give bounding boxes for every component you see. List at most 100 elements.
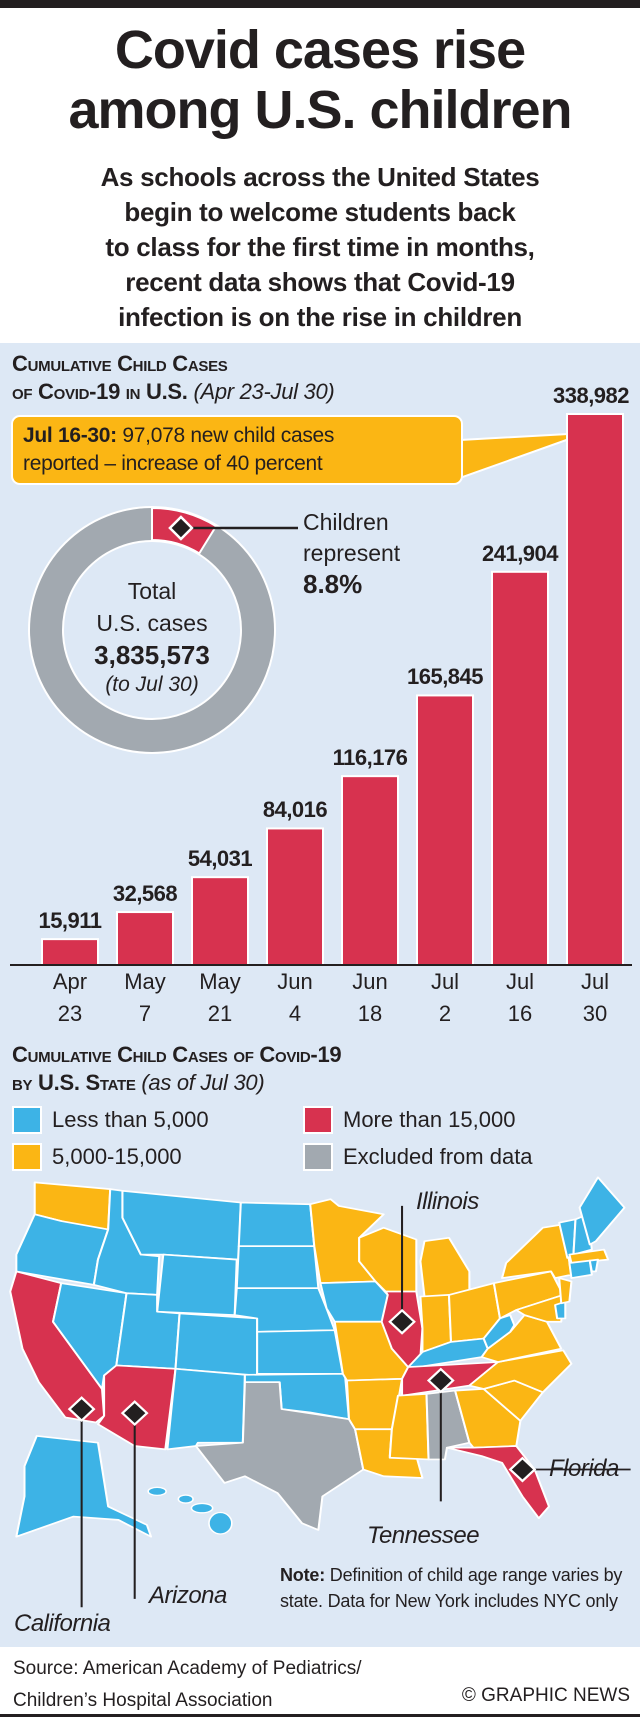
map-note: Note: Definition of child age range vari…: [280, 1562, 640, 1614]
label-california: California: [14, 1610, 111, 1637]
subtitle-line: to class for the first time in months,: [105, 232, 535, 262]
bar-value-label: 84,016: [262, 797, 328, 823]
diamond-marker-icon: [508, 1456, 537, 1483]
state-kansas: [256, 1329, 344, 1375]
diamond-marker-icon: [426, 1367, 455, 1394]
note-bold: Note:: [280, 1565, 325, 1585]
map-title-line: by U.S. State: [12, 1070, 136, 1095]
diamond-marker-icon: [120, 1400, 149, 1427]
bar-value-label: 338,982: [552, 383, 630, 408]
bar: [491, 570, 549, 966]
map-date: (as of Jul 30): [141, 1070, 265, 1095]
legend-item-5000-15000: 5,000-15,000: [12, 1143, 182, 1171]
state-florida: [445, 1445, 550, 1520]
label-tennessee: Tennessee: [367, 1522, 480, 1549]
chart-title-line: of Covid-19 in U.S.: [12, 379, 188, 404]
diamond-marker-icon: [168, 515, 194, 541]
state-hawaii-island: [177, 1494, 194, 1504]
state-hawaii-island: [190, 1502, 214, 1514]
children-share-label: Children represent 8.8%: [303, 507, 400, 600]
subtitle-line: recent data shows that Covid-19: [125, 267, 515, 297]
state-montana: [121, 1189, 242, 1261]
state-hawaii-island: [208, 1511, 233, 1535]
x-tick-label: Apr 23: [52, 969, 88, 1026]
diamond-marker-icon: [388, 1308, 416, 1335]
diamond-marker-icon: [67, 1396, 96, 1423]
bar: [566, 413, 624, 966]
bar: [416, 694, 474, 966]
subtitle-line: begin to welcome students back: [124, 197, 516, 227]
state-wyoming: [156, 1253, 238, 1316]
label-illinois: Illinois: [416, 1188, 479, 1215]
callout-text: 97,078 new child cases: [116, 424, 335, 447]
x-tick-label: May 7: [124, 969, 166, 1026]
bar-value-label: 165,845: [406, 664, 484, 690]
map-title-line: Cumulative Child Cases of Covid-19: [12, 1042, 342, 1067]
x-tick-label: Jun 18: [352, 969, 388, 1026]
state-new-york: [501, 1223, 573, 1279]
x-tick-label: Jul 16: [505, 969, 535, 1026]
chart-date-range: (Apr 23-Jul 30): [193, 379, 335, 404]
legend-item-more-15000: More than 15,000: [303, 1106, 515, 1134]
state-michigan: [419, 1236, 471, 1298]
state-maryland: [515, 1294, 565, 1323]
donut-note: (to Jul 30): [105, 673, 199, 696]
state-alaska: [15, 1435, 153, 1538]
callout-text: reported – increase of 40 percent: [23, 452, 323, 475]
map-title: Cumulative Child Cases of Covid-19 by U.…: [12, 1041, 342, 1097]
x-tick-label: May 21: [199, 969, 241, 1026]
state-hawaii-island: [147, 1486, 167, 1497]
source-line: Source: American Academy of Pediatrics/: [13, 1658, 362, 1679]
copyright: © GRAPHIC NEWS: [461, 1685, 630, 1706]
legend-swatch: [303, 1143, 333, 1171]
state-south-dakota: [235, 1245, 320, 1290]
donut-total: 3,835,573: [94, 640, 210, 670]
legend-swatch: [12, 1143, 42, 1171]
title-line: Covid cases rise: [114, 20, 526, 80]
state-connecticut: [568, 1259, 593, 1279]
note-text: Definition of child age range varies by …: [280, 1565, 623, 1611]
x-tick-label: Jul 30: [580, 969, 610, 1026]
callout-box: Jul 16-30: 97,078 new child cases report…: [11, 415, 463, 485]
title-line: among U.S. children: [68, 80, 572, 140]
source-credit: Source: American Academy of Pediatrics/ …: [13, 1653, 362, 1717]
legend-label: More than 15,000: [343, 1107, 516, 1132]
us-state-map: [9, 1176, 631, 1608]
state-mississippi: [388, 1393, 430, 1461]
children-label: Children: [303, 509, 389, 535]
callout-bold: Jul 16-30:: [23, 424, 117, 447]
bar: [41, 938, 99, 967]
bar-value-label: 116,176: [332, 745, 408, 771]
state-new-jersey: [558, 1277, 573, 1305]
state-maine: [578, 1176, 626, 1246]
legend-label: Less than 5,000: [52, 1107, 209, 1132]
donut-center-label: U.S. cases: [96, 610, 208, 636]
subtitle-line: As schools across the United States: [100, 162, 540, 192]
label-arizona: Arizona: [149, 1582, 227, 1609]
state-rhode-island: [588, 1258, 599, 1273]
legend-swatch: [12, 1106, 42, 1134]
top-rule: [0, 0, 640, 8]
bar: [116, 911, 174, 967]
state-new-mexico: [166, 1367, 246, 1451]
subtitle: As schools across the United States begi…: [0, 160, 640, 335]
state-texas: [194, 1381, 365, 1531]
state-delaware: [554, 1300, 567, 1320]
legend-label: Excluded from data: [343, 1144, 533, 1169]
x-tick-label: Jun 4: [277, 969, 313, 1026]
subtitle-line: infection is on the rise in children: [118, 302, 522, 332]
bar: [341, 775, 399, 966]
children-percent: 8.8%: [303, 569, 363, 599]
bar-value-label: 241,904: [481, 540, 559, 566]
chart-title-line: Cumulative Child Cases: [12, 351, 228, 376]
bar-value-label: 15,911: [38, 908, 102, 934]
legend-swatch: [303, 1106, 333, 1134]
bar-chart-title: Cumulative Child Cases of Covid-19 in U.…: [12, 350, 335, 406]
x-tick-label: Jul 2: [430, 969, 460, 1026]
legend-item-less-5000: Less than 5,000: [12, 1106, 209, 1134]
state-iowa: [319, 1280, 389, 1323]
legend-label: 5,000-15,000: [52, 1144, 182, 1169]
bar-value-label: 32,568: [112, 881, 178, 907]
bar: [191, 876, 249, 967]
legend-item-excluded: Excluded from data: [303, 1143, 533, 1171]
